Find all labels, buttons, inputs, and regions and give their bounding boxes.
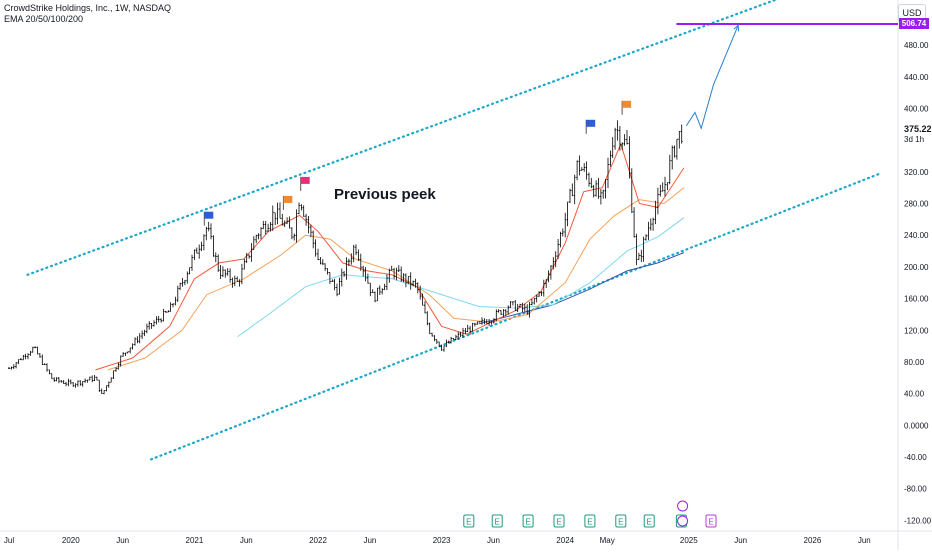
y-tick-label: 160.00 (904, 295, 929, 304)
x-tick-label: Jun (487, 536, 500, 545)
earnings-marker: E (553, 514, 565, 528)
earnings-marker: E (463, 514, 475, 528)
earnings-icon (615, 514, 627, 528)
earnings-letter: E (708, 518, 713, 527)
y-tick-label: 40.00 (904, 390, 925, 399)
earnings-icon (463, 514, 475, 528)
bar-countdown: 3d 1h (904, 135, 925, 144)
projection-path (685, 25, 739, 130)
channel-upper-line (26, 0, 779, 276)
earnings-marker: E (491, 514, 503, 528)
earnings-icon (705, 514, 717, 528)
earnings-letter: E (525, 518, 530, 527)
y-tick-label: -80.00 (904, 485, 927, 494)
earnings-marker: E (584, 514, 596, 528)
earnings-marker: E (705, 514, 717, 528)
y-tick-label: 400.00 (904, 105, 929, 114)
x-tick-label: Jun (363, 536, 376, 545)
flag-icon (586, 119, 596, 127)
channel-lower-line (150, 172, 882, 461)
flag-marker (282, 195, 293, 210)
x-tick-label: Jul (4, 536, 14, 545)
earnings-letter: E (647, 518, 652, 527)
x-tick-label: 2024 (556, 536, 574, 545)
earnings-icon (491, 514, 503, 528)
x-tick-label: 2020 (62, 536, 80, 545)
earnings-letter: E (556, 518, 561, 527)
split-event-icon (677, 500, 689, 512)
y-tick-label: 200.00 (904, 263, 929, 272)
flag-marker (621, 100, 632, 115)
ema100-line (237, 217, 685, 338)
y-tick-label: 240.00 (904, 231, 929, 240)
last-price-label: 375.22 (904, 124, 932, 134)
earnings-marker: E (615, 514, 627, 528)
earnings-icon (584, 514, 596, 528)
y-tick-label: 120.00 (904, 326, 929, 335)
earnings-icon (643, 514, 655, 528)
earnings-letter: E (618, 518, 623, 527)
indicator-legend[interactable]: EMA 20/50/100/200 (4, 14, 84, 24)
x-tick-label: Jun (858, 536, 871, 545)
candles (8, 120, 683, 395)
target-price-tag: 506.74 (899, 18, 929, 29)
flag-marker (300, 176, 310, 191)
y-tick-label: 0.0000 (904, 421, 929, 430)
y-tick-label: -40.00 (904, 453, 927, 462)
y-tick-label: 320.00 (904, 168, 929, 177)
projection-arrowhead (733, 24, 740, 32)
y-tick-label: 480.00 (904, 41, 929, 50)
x-tick-label: Jun (116, 536, 129, 545)
ema200-line (478, 252, 685, 325)
earnings-icon (522, 514, 534, 528)
x-tick-label: 2022 (309, 536, 327, 545)
x-tick-label: 2023 (433, 536, 451, 545)
previous-peak-annotation[interactable]: Previous peek (334, 186, 436, 203)
chart-header: CrowdStrike Holdings, Inc., 1W, NASDAQ E… (4, 3, 171, 25)
x-tick-label: Jun (240, 536, 253, 545)
x-tick-label: Jun (734, 536, 747, 545)
flag-icon (283, 195, 293, 203)
ema20-line (95, 142, 685, 371)
earnings-letter: E (587, 518, 592, 527)
symbol-title[interactable]: CrowdStrike Holdings, Inc., 1W, NASDAQ (4, 3, 172, 13)
earnings-marker: E (643, 514, 655, 528)
y-tick-label: 280.00 (904, 200, 929, 209)
earnings-marker: E (522, 514, 534, 528)
x-tick-label: 2025 (680, 536, 698, 545)
y-tick-label: 80.00 (904, 358, 925, 367)
flag-icon (204, 211, 214, 219)
y-tick-label: 440.00 (904, 73, 929, 82)
y-tick-label: -120.00 (904, 516, 932, 525)
dividend-event-icon (677, 515, 689, 527)
x-tick-label: 2021 (186, 536, 204, 545)
flag-icon (300, 176, 310, 184)
flag-marker (585, 119, 596, 134)
flag-icon (622, 100, 632, 108)
x-tick-label: May (600, 536, 615, 545)
earnings-letter: E (495, 518, 500, 527)
earnings-letter: E (466, 518, 471, 527)
x-tick-label: 2026 (804, 536, 822, 545)
flag-marker (203, 211, 214, 226)
earnings-icon (553, 514, 565, 528)
